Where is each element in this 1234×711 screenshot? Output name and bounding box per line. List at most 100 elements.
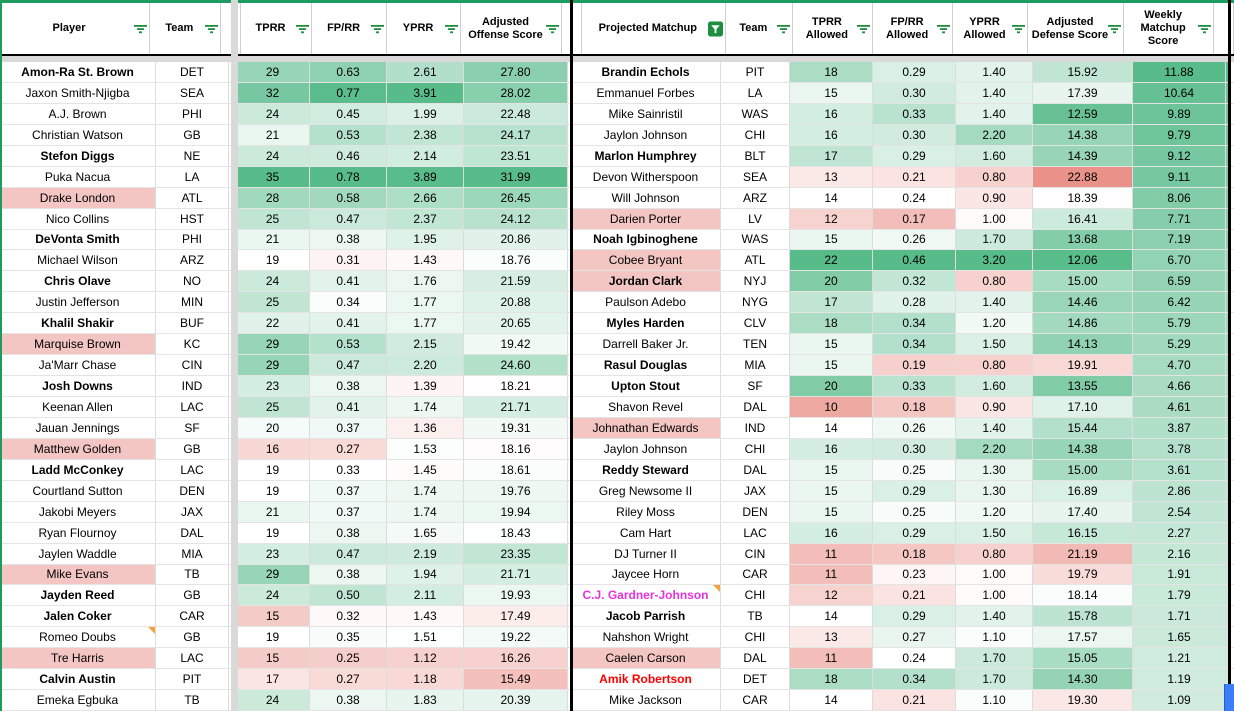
player-cell[interactable]: Mike Evans <box>0 564 156 585</box>
tprr-allowed-cell[interactable]: 15 <box>790 229 873 250</box>
matchup-cell[interactable]: Riley Moss <box>571 501 721 522</box>
team-cell[interactable]: MIA <box>721 355 790 376</box>
matchup-cell[interactable]: Brandin Echols <box>571 62 721 82</box>
team-cell[interactable]: KC <box>156 334 229 355</box>
player-cell[interactable]: Calvin Austin <box>0 669 156 690</box>
adj-defense-cell[interactable]: 14.86 <box>1033 313 1133 334</box>
matchup-cell[interactable]: Darien Porter <box>571 208 721 229</box>
weekly-score-cell[interactable]: 2.86 <box>1133 480 1226 501</box>
adj-offense-cell[interactable]: 18.16 <box>464 438 568 459</box>
edge-sliver[interactable] <box>1226 271 1229 292</box>
fprr-allowed-cell[interactable]: 0.21 <box>873 585 956 606</box>
adj-offense-cell[interactable]: 20.86 <box>464 229 568 250</box>
adj-defense-cell[interactable]: 15.00 <box>1033 271 1133 292</box>
matchup-cell[interactable]: C.J. Gardner-Johnson <box>571 585 721 606</box>
tprr-allowed-cell[interactable]: 11 <box>790 543 873 564</box>
fprr-allowed-cell[interactable]: 0.34 <box>873 669 956 690</box>
tprr-allowed-cell[interactable]: 18 <box>790 62 873 82</box>
matchup-cell[interactable]: Jacob Parrish <box>571 606 721 627</box>
adj-defense-cell[interactable]: 19.91 <box>1033 355 1133 376</box>
player-cell[interactable]: Justin Jefferson <box>0 292 156 313</box>
player-cell[interactable]: A.J. Brown <box>0 103 156 124</box>
yprr-allowed-cell[interactable]: 1.60 <box>956 145 1033 166</box>
team-cell[interactable]: PIT <box>156 669 229 690</box>
matchup-cell[interactable]: Nahshon Wright <box>571 627 721 648</box>
yprr-allowed-cell[interactable]: 2.20 <box>956 438 1033 459</box>
tprr-cell[interactable]: 19 <box>236 627 310 648</box>
matchup-cell[interactable]: Mike Sainristil <box>571 103 721 124</box>
weekly-score-cell[interactable]: 8.06 <box>1133 187 1226 208</box>
edge-sliver[interactable] <box>1226 606 1229 627</box>
adj-defense-cell[interactable]: 14.30 <box>1033 669 1133 690</box>
adj-offense-cell[interactable]: 20.65 <box>464 313 568 334</box>
tprr-cell[interactable]: 19 <box>236 522 310 543</box>
team-cell[interactable]: WAS <box>721 229 790 250</box>
weekly-score-cell[interactable]: 1.79 <box>1133 585 1226 606</box>
matchup-cell[interactable]: Jordan Clark <box>571 271 721 292</box>
fprr-cell[interactable]: 0.38 <box>310 522 387 543</box>
fprr-cell[interactable]: 0.41 <box>310 397 387 417</box>
team-cell[interactable]: ATL <box>721 250 790 271</box>
fprr-cell[interactable]: 0.63 <box>310 62 387 82</box>
adj-offense-cell[interactable]: 23.51 <box>464 145 568 166</box>
adj-defense-cell[interactable]: 15.00 <box>1033 459 1133 480</box>
weekly-score-cell[interactable]: 1.65 <box>1133 627 1226 648</box>
fprr-allowed-cell[interactable]: 0.18 <box>873 543 956 564</box>
player-cell[interactable]: Keenan Allen <box>0 397 156 417</box>
tprr-allowed-cell[interactable]: 11 <box>790 564 873 585</box>
team-cell[interactable]: IND <box>721 417 790 438</box>
adj-offense-cell[interactable]: 21.59 <box>464 271 568 292</box>
yprr-allowed-cell[interactable]: 1.00 <box>956 564 1033 585</box>
team-cell[interactable]: LA <box>156 166 229 187</box>
team-cell[interactable]: DET <box>721 669 790 690</box>
team-cell[interactable]: TB <box>156 690 229 711</box>
edge-sliver[interactable] <box>1226 145 1229 166</box>
yprr-cell[interactable]: 1.53 <box>387 438 464 459</box>
weekly-score-cell[interactable]: 9.11 <box>1133 166 1226 187</box>
yprr-allowed-cell[interactable]: 1.40 <box>956 62 1033 82</box>
tprr-cell[interactable]: 35 <box>236 166 310 187</box>
adj-offense-cell[interactable]: 18.43 <box>464 522 568 543</box>
filter-icon[interactable] <box>296 24 310 34</box>
adj-defense-cell[interactable]: 14.13 <box>1033 334 1133 355</box>
fprr-allowed-cell[interactable]: 0.29 <box>873 606 956 627</box>
fprr-allowed-cell[interactable]: 0.33 <box>873 376 956 396</box>
team-cell[interactable]: NO <box>156 271 229 292</box>
team-cell[interactable]: NE <box>156 145 229 166</box>
adj-defense-cell[interactable]: 16.15 <box>1033 522 1133 543</box>
edge-sliver[interactable] <box>1226 480 1229 501</box>
header-player[interactable]: Player <box>0 3 151 54</box>
fprr-cell[interactable]: 0.38 <box>310 690 387 711</box>
yprr-allowed-cell[interactable]: 1.60 <box>956 376 1033 396</box>
edge-sliver[interactable] <box>1226 648 1229 669</box>
team-cell[interactable]: NYJ <box>721 271 790 292</box>
player-cell[interactable]: Ladd McConkey <box>0 459 156 480</box>
player-cell[interactable]: Ryan Flournoy <box>0 522 156 543</box>
yprr-allowed-cell[interactable]: 1.40 <box>956 82 1033 103</box>
tprr-cell[interactable]: 15 <box>236 606 310 627</box>
yprr-cell[interactable]: 2.37 <box>387 208 464 229</box>
tprr-allowed-cell[interactable]: 13 <box>790 627 873 648</box>
player-cell[interactable]: Jakobi Meyers <box>0 501 156 522</box>
yprr-allowed-cell[interactable]: 1.20 <box>956 501 1033 522</box>
fprr-allowed-cell[interactable]: 0.32 <box>873 271 956 292</box>
team-cell[interactable]: JAX <box>721 480 790 501</box>
edge-sliver[interactable] <box>1226 292 1229 313</box>
matchup-cell[interactable]: Jaylon Johnson <box>571 438 721 459</box>
adj-offense-cell[interactable]: 20.88 <box>464 292 568 313</box>
filter-icon[interactable] <box>776 24 790 34</box>
matchup-cell[interactable]: Reddy Steward <box>571 459 721 480</box>
team-cell[interactable]: LAC <box>721 522 790 543</box>
tprr-cell[interactable]: 24 <box>236 690 310 711</box>
tprr-cell[interactable]: 24 <box>236 585 310 606</box>
filter-icon[interactable] <box>545 24 559 34</box>
filter-icon[interactable] <box>937 24 951 34</box>
fprr-cell[interactable]: 0.37 <box>310 417 387 438</box>
edge-sliver[interactable] <box>1226 501 1229 522</box>
yprr-allowed-cell[interactable]: 0.80 <box>956 166 1033 187</box>
team-cell[interactable]: ARZ <box>156 250 229 271</box>
adj-defense-cell[interactable]: 12.59 <box>1033 103 1133 124</box>
yprr-cell[interactable]: 1.43 <box>387 606 464 627</box>
player-cell[interactable]: DeVonta Smith <box>0 229 156 250</box>
edge-sliver[interactable] <box>1226 669 1229 690</box>
